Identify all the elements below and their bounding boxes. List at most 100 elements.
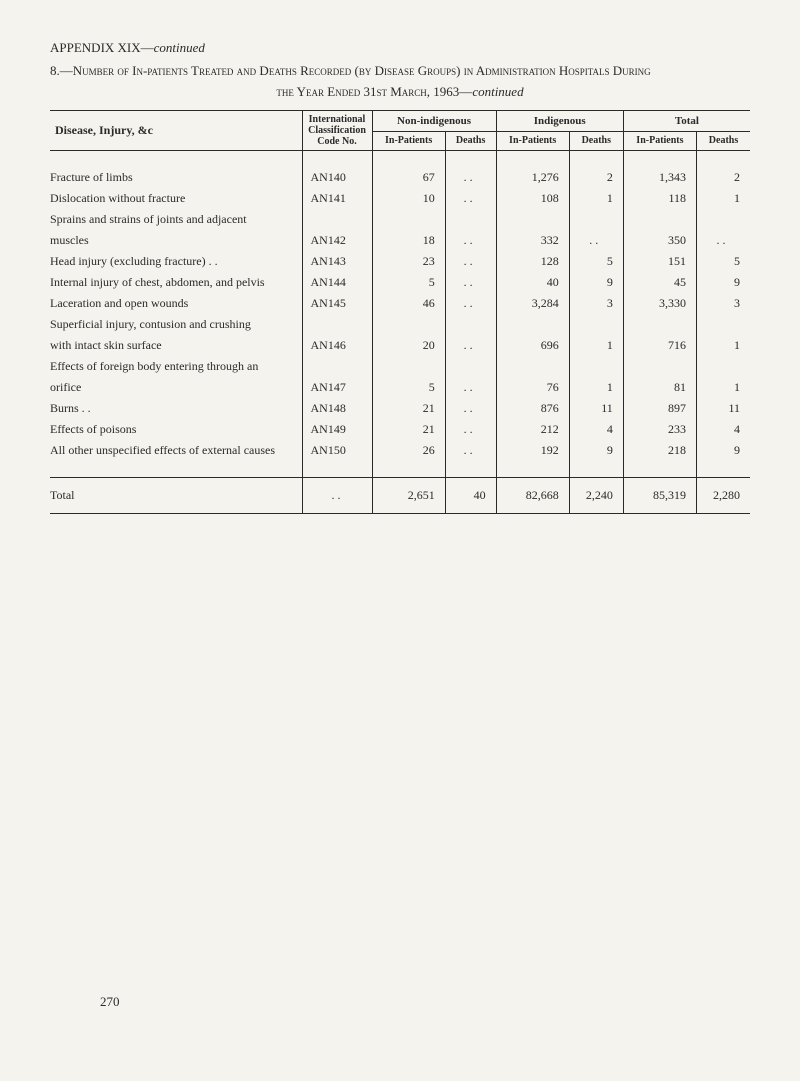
disease-cell: Laceration and open wounds — [50, 293, 302, 314]
value-cell: 3,284 — [496, 293, 569, 314]
table-row: Laceration and open woundsAN14546. .3,28… — [50, 293, 750, 314]
table-title-line1: 8.—Number of In-patients Treated and Dea… — [50, 62, 750, 80]
value-cell: 1 — [569, 335, 623, 356]
disease-cell: Fracture of limbs — [50, 167, 302, 188]
code-cell: AN148 — [302, 398, 372, 419]
table-row: Internal injury of chest, abdomen, and p… — [50, 272, 750, 293]
table-row: Effects of poisonsAN14921. .21242334 — [50, 419, 750, 440]
table-row: Fracture of limbsAN14067. .1,27621,3432 — [50, 167, 750, 188]
page-number: 270 — [100, 994, 120, 1010]
value-cell: . . — [445, 188, 496, 209]
table-row: with intact skin surfaceAN14620. .696171… — [50, 335, 750, 356]
value-cell: 23 — [372, 251, 445, 272]
value-cell: 218 — [623, 440, 696, 461]
value-cell: 21 — [372, 398, 445, 419]
value-cell: 5 — [697, 251, 750, 272]
disease-cell: with intact skin surface — [50, 335, 302, 356]
value-cell: 2 — [697, 167, 750, 188]
code-cell: AN146 — [302, 335, 372, 356]
appendix-header: APPENDIX XIX—continued — [50, 40, 750, 56]
header-total: Total — [623, 111, 750, 132]
value-cell: 20 — [372, 335, 445, 356]
disease-cell: Superficial injury, contusion and crushi… — [50, 314, 302, 335]
code-cell: AN149 — [302, 419, 372, 440]
value-cell: 46 — [372, 293, 445, 314]
total-value: 85,319 — [623, 478, 696, 514]
value-cell: . . — [697, 230, 750, 251]
total-row: Total. .2,6514082,6682,24085,3192,280 — [50, 478, 750, 514]
code-cell: AN143 — [302, 251, 372, 272]
spacer-row — [50, 461, 750, 478]
header-i-inpatients: In-Patients — [496, 131, 569, 150]
value-cell: 128 — [496, 251, 569, 272]
value-cell: 81 — [623, 377, 696, 398]
header-ni-inpatients: In-Patients — [372, 131, 445, 150]
disease-cell: Internal injury of chest, abdomen, and p… — [50, 272, 302, 293]
value-cell: 1,343 — [623, 167, 696, 188]
value-cell: 233 — [623, 419, 696, 440]
value-cell: . . — [445, 398, 496, 419]
total-code: . . — [302, 478, 372, 514]
value-cell: 40 — [496, 272, 569, 293]
appendix-suffix: continued — [154, 40, 205, 55]
value-cell: . . — [445, 440, 496, 461]
value-cell: 350 — [623, 230, 696, 251]
value-cell: 9 — [569, 440, 623, 461]
total-value: 40 — [445, 478, 496, 514]
value-cell: 11 — [697, 398, 750, 419]
value-cell: 1 — [697, 188, 750, 209]
value-cell: 1 — [569, 377, 623, 398]
table-row: Burns . .AN14821. .8761189711 — [50, 398, 750, 419]
header-ni-deaths: Deaths — [445, 131, 496, 150]
value-cell: 4 — [569, 419, 623, 440]
value-cell: . . — [445, 272, 496, 293]
table-row: orificeAN1475. .761811 — [50, 377, 750, 398]
value-cell: 3 — [569, 293, 623, 314]
total-label: Total — [50, 478, 302, 514]
value-cell: 696 — [496, 335, 569, 356]
value-cell: 108 — [496, 188, 569, 209]
code-cell: AN150 — [302, 440, 372, 461]
value-cell: . . — [445, 230, 496, 251]
value-cell: 1,276 — [496, 167, 569, 188]
header-code: International Classification Code No. — [302, 111, 372, 151]
value-cell: 11 — [569, 398, 623, 419]
value-cell: 1 — [697, 377, 750, 398]
header-indigenous: Indigenous — [496, 111, 623, 132]
table-header: Disease, Injury, &c International Classi… — [50, 111, 750, 151]
title-main1: Number of In-patients Treated and Deaths… — [73, 63, 651, 78]
table-row: Effects of foreign body entering through… — [50, 356, 750, 377]
code-cell: AN144 — [302, 272, 372, 293]
value-cell: 118 — [623, 188, 696, 209]
value-cell: 10 — [372, 188, 445, 209]
code-cell: AN141 — [302, 188, 372, 209]
value-cell: 18 — [372, 230, 445, 251]
header-t-inpatients: In-Patients — [623, 131, 696, 150]
title-suffix: continued — [472, 84, 523, 99]
disease-cell: Head injury (excluding fracture) . . — [50, 251, 302, 272]
value-cell: 67 — [372, 167, 445, 188]
spacer-row — [50, 151, 750, 168]
value-cell: 5 — [372, 272, 445, 293]
disease-cell: Effects of poisons — [50, 419, 302, 440]
value-cell: . . — [569, 230, 623, 251]
header-t-deaths: Deaths — [697, 131, 750, 150]
header-nonindigenous: Non-indigenous — [372, 111, 496, 132]
table-row: Sprains and strains of joints and adjace… — [50, 209, 750, 230]
table-row: Head injury (excluding fracture) . .AN14… — [50, 251, 750, 272]
value-cell: 2 — [569, 167, 623, 188]
value-cell: 21 — [372, 419, 445, 440]
value-cell: 4 — [697, 419, 750, 440]
page: APPENDIX XIX—continued 8.—Number of In-p… — [50, 40, 750, 1040]
value-cell: 3 — [697, 293, 750, 314]
value-cell: 716 — [623, 335, 696, 356]
total-value: 2,240 — [569, 478, 623, 514]
value-cell: . . — [445, 419, 496, 440]
title-number: 8.— — [50, 63, 73, 78]
table-row: musclesAN14218. .332. .350. . — [50, 230, 750, 251]
value-cell: 3,330 — [623, 293, 696, 314]
value-cell: 45 — [623, 272, 696, 293]
value-cell: 26 — [372, 440, 445, 461]
value-cell: 1 — [697, 335, 750, 356]
value-cell: 1 — [569, 188, 623, 209]
